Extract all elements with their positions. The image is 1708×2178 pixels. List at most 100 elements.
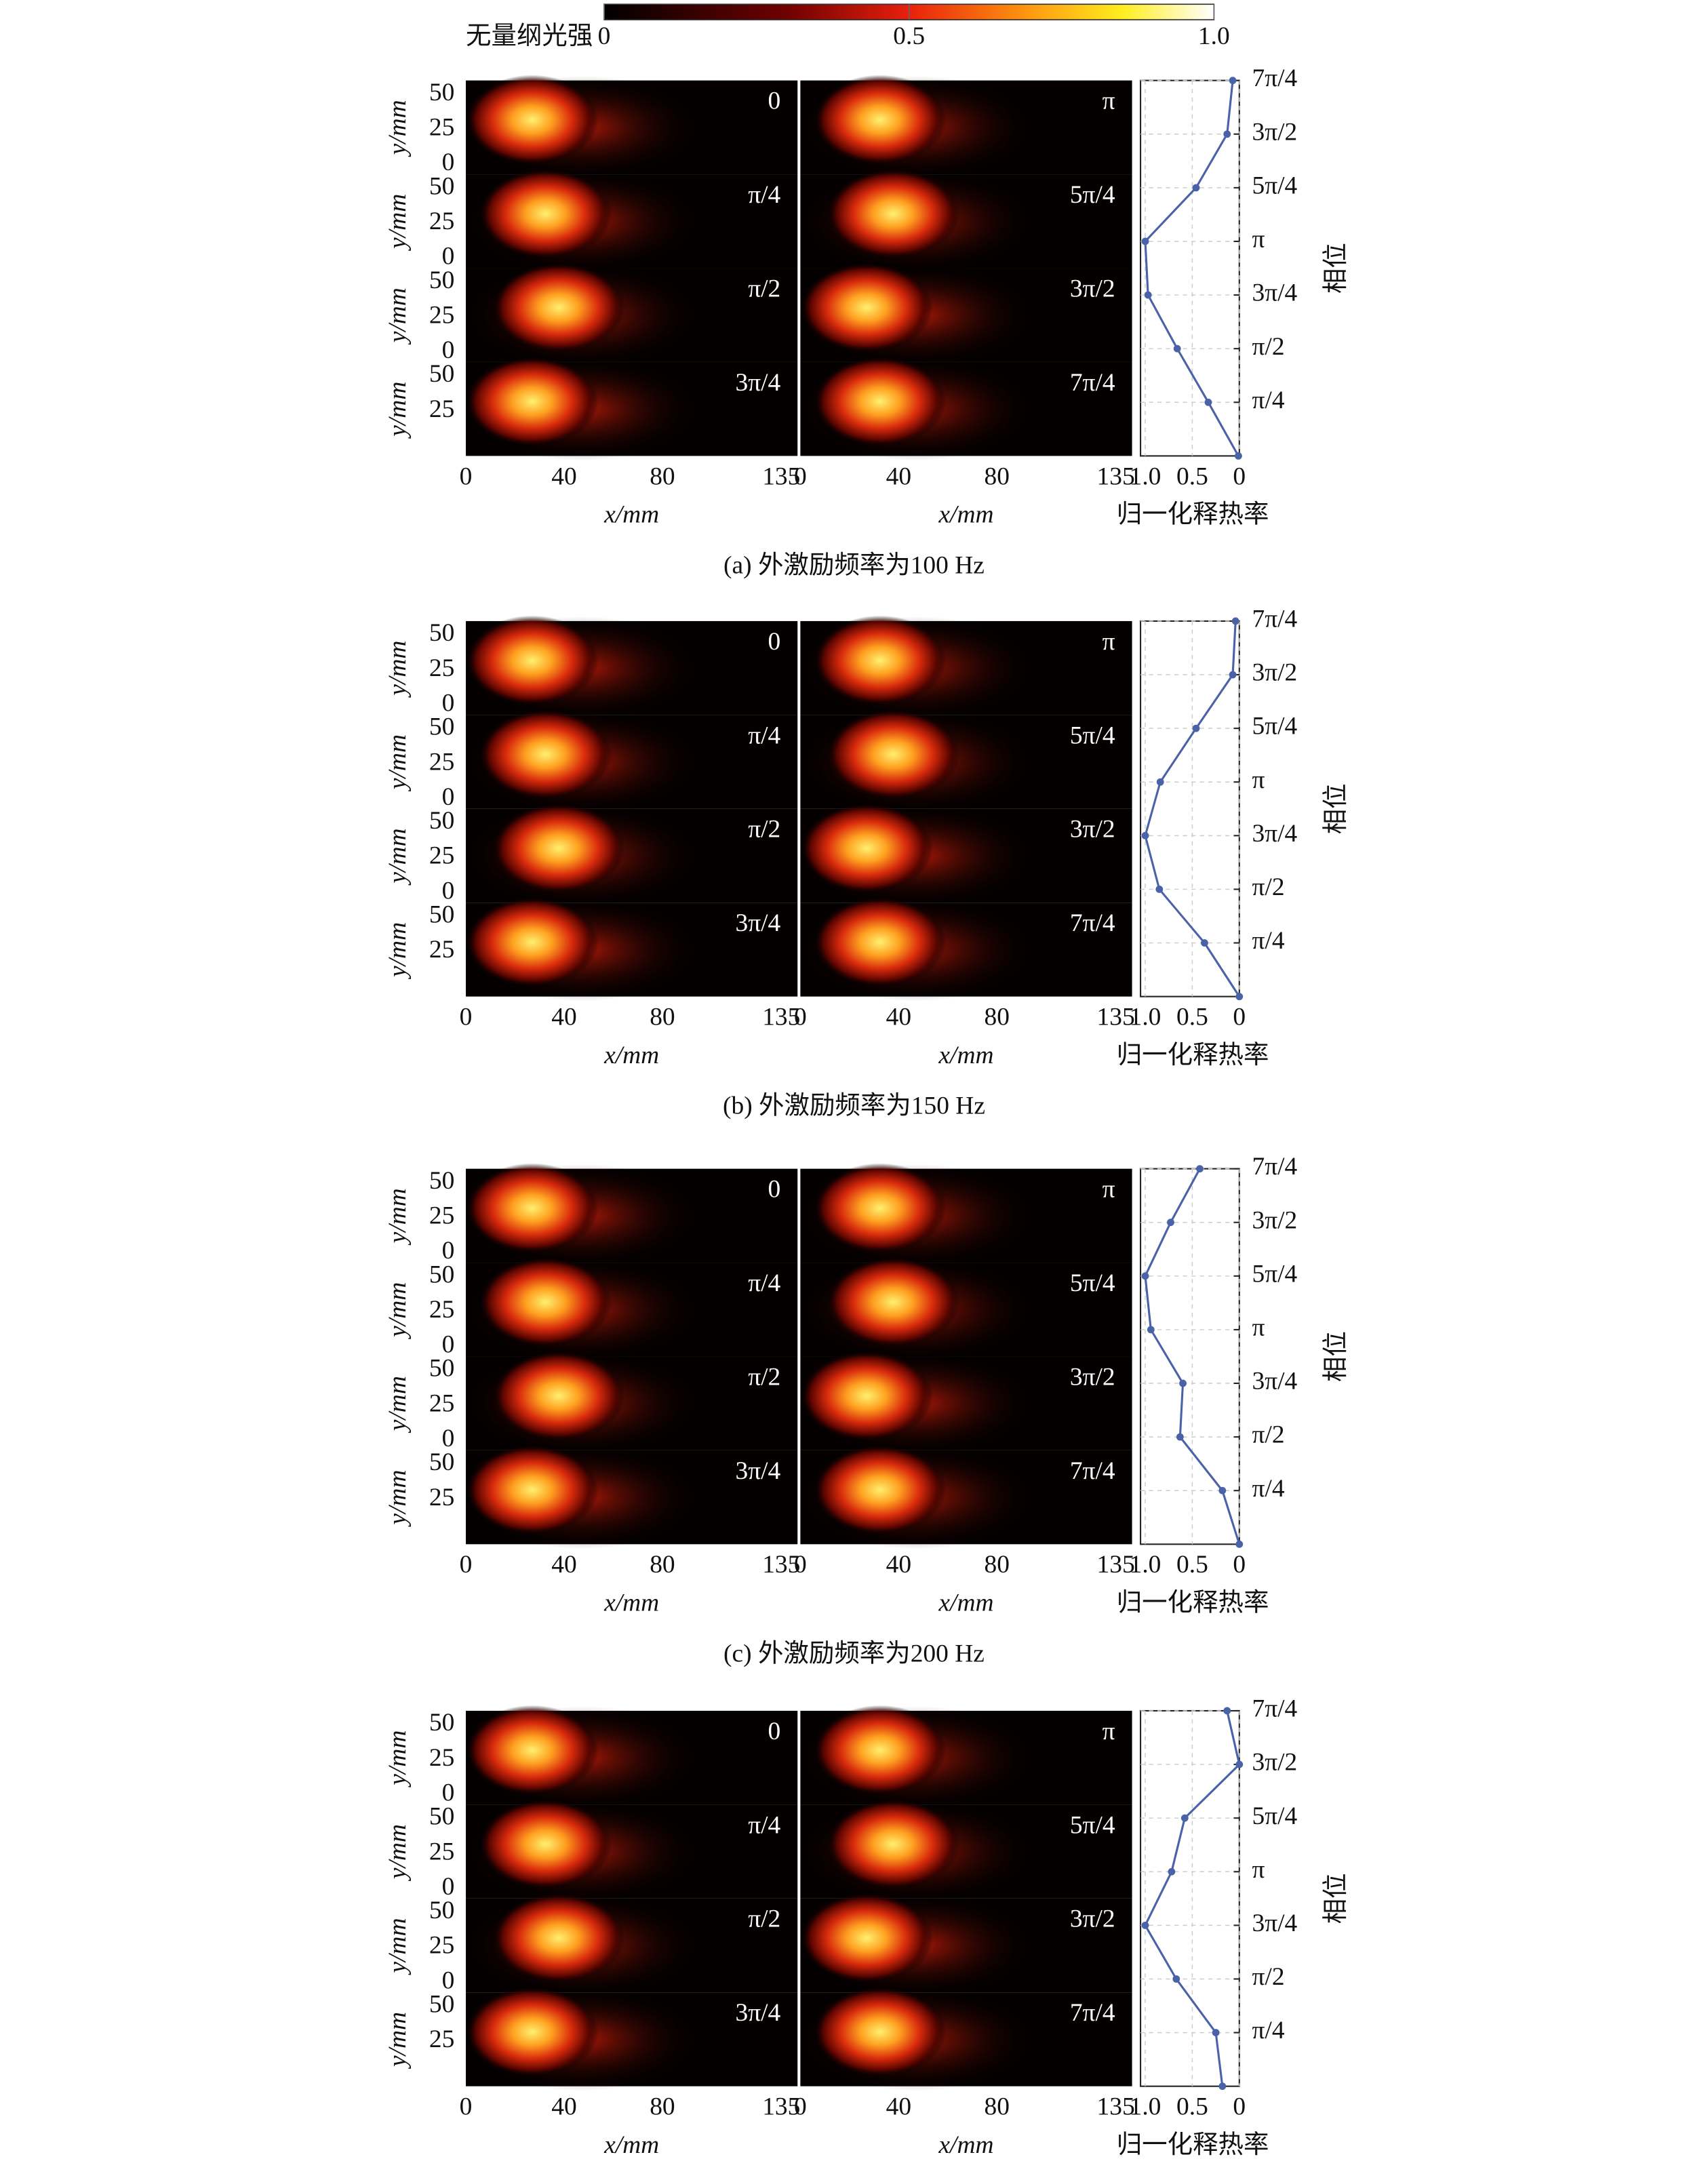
phase-label: 3π/4	[735, 909, 780, 937]
data-point	[1173, 344, 1181, 353]
image-y-tick-label: 0	[442, 243, 455, 271]
flame-core	[466, 1705, 599, 1796]
y-tick-label: π/2	[1252, 873, 1285, 901]
y-axis-label: 相位	[1322, 243, 1350, 294]
image-y-tick-label: 0	[442, 783, 455, 811]
image-x-tick-label: 135	[762, 2093, 800, 2121]
image-x-tick-label: 80	[985, 1004, 1010, 1031]
phase-label: π/4	[748, 181, 780, 209]
image-y-tick-label: 50	[429, 1261, 454, 1288]
y-tick-label: π/4	[1252, 1475, 1285, 1503]
y-tick-label: 5π/4	[1252, 172, 1298, 199]
data-point	[1235, 1540, 1244, 1548]
phase-label: 3π/2	[1070, 1363, 1115, 1391]
image-y-tick-label: 50	[429, 1448, 454, 1476]
flame-core	[479, 709, 612, 799]
image-y-tick-label: 0	[442, 1966, 455, 1994]
image-y-label: y/mm	[384, 194, 412, 252]
image-y-tick-label: 50	[429, 713, 454, 741]
image-y-tick-label: 50	[429, 619, 454, 647]
phase-label: π	[1103, 628, 1115, 656]
image-y-tick-label: 0	[442, 877, 455, 905]
data-point	[1196, 1165, 1204, 1173]
x-tick-label: 0.5	[1176, 2093, 1208, 2121]
phase-label: 7π/4	[1070, 909, 1115, 937]
flame-core	[800, 1351, 934, 1442]
y-tick-label: π/4	[1252, 387, 1285, 414]
y-tick-label: π	[1252, 1856, 1265, 1884]
x-tick-label: 0	[1233, 1551, 1246, 1579]
flame-core	[827, 1799, 960, 1889]
image-x-label: x/mm	[603, 500, 659, 528]
phase-label: π/2	[748, 816, 780, 844]
phase-label: 5π/4	[1070, 1269, 1115, 1297]
panel-caption: (a) 外激励频率为100 Hz	[723, 551, 985, 579]
image-x-tick-label: 40	[551, 2093, 576, 2121]
image-x-label: x/mm	[938, 1042, 993, 1069]
image-x-tick-label: 135	[1097, 1004, 1135, 1031]
image-y-tick-label: 25	[429, 654, 454, 682]
flame-core	[813, 356, 947, 447]
image-x-label: x/mm	[603, 2131, 659, 2159]
image-y-tick-label: 50	[429, 1991, 454, 2019]
phase-label: 7π/4	[1070, 1457, 1115, 1485]
image-y-label: y/mm	[384, 1824, 412, 1882]
flame-core	[813, 75, 947, 165]
panel-caption: (b) 外激励频率为150 Hz	[723, 1092, 985, 1120]
flame-core	[827, 168, 960, 259]
image-x-tick-label: 135	[1097, 2093, 1135, 2121]
flame-core	[466, 1986, 599, 2077]
y-axis-label: 相位	[1322, 783, 1350, 834]
phase-label: 7π/4	[1070, 369, 1115, 397]
data-point	[1212, 2029, 1220, 2037]
y-tick-label: 3π/4	[1252, 820, 1298, 848]
image-y-tick-label: 50	[429, 1897, 454, 1924]
phase-label: 3π/2	[1070, 1905, 1115, 1933]
phase-label: π	[1103, 1176, 1115, 1204]
flame-core	[813, 1163, 947, 1254]
phase-label: 5π/4	[1070, 181, 1115, 209]
image-y-tick-label: 0	[442, 1873, 455, 1901]
x-tick-label: 1.0	[1130, 1004, 1161, 1031]
y-tick-label: π/4	[1252, 927, 1285, 955]
image-x-tick-label: 0	[460, 462, 473, 490]
phase-label: 3π/4	[735, 369, 780, 397]
y-tick-label: π	[1252, 766, 1265, 794]
flame-core	[492, 262, 625, 353]
image-y-tick-label: 50	[429, 79, 454, 106]
colorbar-tick-label: 1.0	[1198, 22, 1230, 50]
flame-core	[492, 1893, 625, 1983]
image-x-label: x/mm	[603, 1042, 659, 1069]
image-y-label: y/mm	[384, 1918, 412, 1975]
y-tick-label: 7π/4	[1252, 606, 1298, 633]
image-y-tick-label: 25	[429, 114, 454, 142]
data-point	[1204, 398, 1212, 406]
image-x-tick-label: 80	[650, 1551, 675, 1579]
data-point	[1218, 2082, 1227, 2091]
plot-frame	[1140, 1168, 1240, 1545]
series-line	[1144, 1710, 1241, 2086]
y-tick-label: 3π/2	[1252, 1206, 1298, 1234]
data-point	[1223, 130, 1231, 138]
image-y-tick-label: 25	[429, 1932, 454, 1960]
image-x-tick-label: 40	[886, 2093, 911, 2121]
image-x-tick-label: 135	[762, 1004, 800, 1031]
data-point	[1180, 1814, 1189, 1822]
image-x-tick-label: 135	[1097, 462, 1135, 490]
image-y-tick-label: 25	[429, 1389, 454, 1417]
image-y-tick-label: 25	[429, 395, 454, 423]
data-point	[1201, 939, 1208, 947]
flame-core	[492, 1351, 625, 1442]
y-tick-label: π/2	[1252, 333, 1285, 361]
x-tick-label: 1.0	[1130, 462, 1161, 490]
phase-label: 3π/2	[1070, 275, 1115, 302]
image-y-tick-label: 25	[429, 936, 454, 964]
colorbar-tick-label: 0.5	[893, 22, 925, 50]
y-tick-label: π	[1252, 1314, 1265, 1342]
image-y-tick-label: 50	[429, 266, 454, 294]
y-tick-label: 7π/4	[1252, 1153, 1298, 1181]
x-tick-label: 0	[1233, 2093, 1246, 2121]
phase-label: 0	[768, 628, 781, 656]
image-y-tick-label: 25	[429, 1296, 454, 1324]
